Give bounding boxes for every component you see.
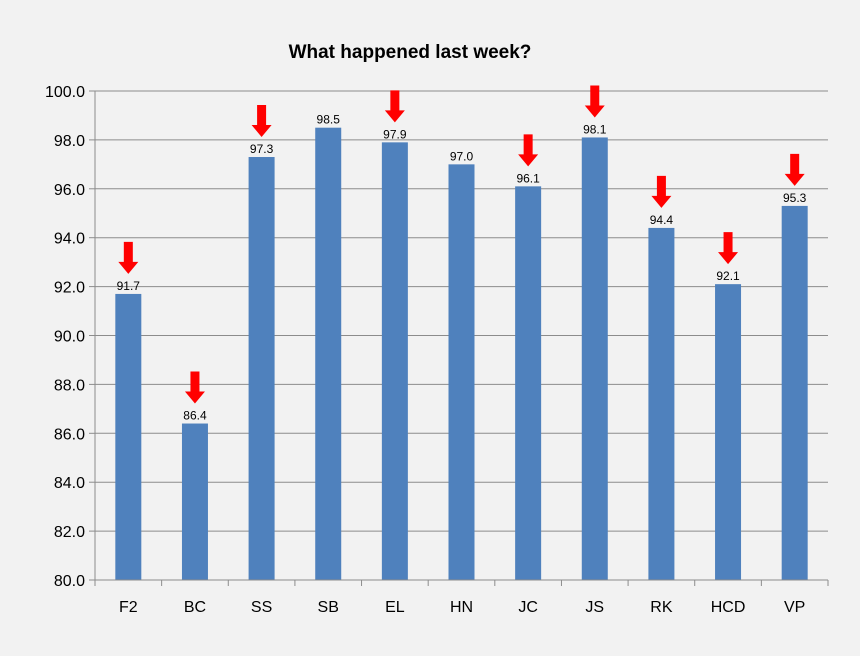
bar-sb: [315, 127, 342, 581]
data-label: 86.4: [183, 409, 207, 423]
x-axis-ticks: F2 BC SS SB EL HN JC JS RK HCD VP: [119, 599, 805, 616]
x-tick-label: HN: [450, 599, 473, 616]
x-tick-label: HCD: [711, 599, 746, 616]
down-arrow-icon: [651, 175, 672, 208]
down-arrow-icon: [384, 90, 405, 123]
data-label: 94.4: [650, 213, 674, 227]
bar-jc: [515, 186, 542, 581]
data-label: 98.1: [583, 122, 607, 136]
x-tick-label: RK: [650, 599, 673, 616]
down-arrow-icon: [584, 85, 605, 118]
data-label: 91.7: [117, 279, 141, 293]
y-axis-ticks: 80.0 82.0 84.0 86.0 88.0 90.0 92.0 94.0 96.0 98.0…: [45, 84, 85, 590]
x-tick-label: BC: [184, 599, 206, 616]
y-tick-label: 80.0: [54, 573, 85, 590]
y-tick-label: 100.0: [45, 84, 85, 101]
down-arrow-icon: [718, 232, 739, 265]
down-arrow-icon: [784, 153, 805, 186]
bar-vp: [781, 205, 808, 581]
data-label: 97.0: [450, 149, 474, 163]
bar-f2: [115, 293, 142, 580]
y-tick-label: 82.0: [54, 524, 85, 541]
y-tick-label: 92.0: [54, 280, 85, 297]
x-tick-label: JS: [585, 599, 604, 616]
down-arrows: [118, 85, 805, 404]
x-tick-label: VP: [784, 599, 805, 616]
bar-js: [581, 137, 608, 580]
data-label: 97.3: [250, 142, 274, 156]
x-tick-label: SS: [251, 599, 272, 616]
data-labels: 91.7 86.4 97.3 98.5 97.9 97.0 96.1 98.1 94.4 92.1…: [117, 113, 807, 423]
y-tick-label: 98.0: [54, 133, 85, 150]
y-tick-label: 84.0: [54, 475, 85, 492]
y-tick-label: 88.0: [54, 377, 85, 394]
bar-rk: [648, 227, 675, 581]
y-tick-label: 94.0: [54, 231, 85, 248]
down-arrow-icon: [518, 134, 539, 167]
down-arrow-icon: [118, 241, 139, 274]
bar-hcd: [715, 284, 742, 580]
data-label: 97.9: [383, 127, 407, 141]
y-tick-label: 86.0: [54, 426, 85, 443]
y-tick-label: 96.0: [54, 182, 85, 199]
bar-hn: [448, 164, 475, 580]
bar-el: [381, 142, 408, 580]
bars: [115, 127, 808, 581]
bar-ss: [248, 157, 275, 580]
data-label: 95.3: [783, 191, 807, 205]
x-tick-label: F2: [119, 599, 138, 616]
chart-title: What happened last week?: [289, 42, 532, 63]
bar-bc: [181, 423, 208, 580]
down-arrow-icon: [251, 105, 272, 138]
axes: [89, 90, 829, 586]
data-label: 96.1: [516, 171, 540, 185]
data-label: 98.5: [317, 113, 341, 127]
x-tick-label: EL: [385, 599, 405, 616]
y-tick-label: 90.0: [54, 329, 85, 346]
data-label: 92.1: [716, 269, 740, 283]
x-tick-label: SB: [318, 599, 339, 616]
x-tick-label: JC: [518, 599, 538, 616]
down-arrow-icon: [184, 371, 205, 404]
